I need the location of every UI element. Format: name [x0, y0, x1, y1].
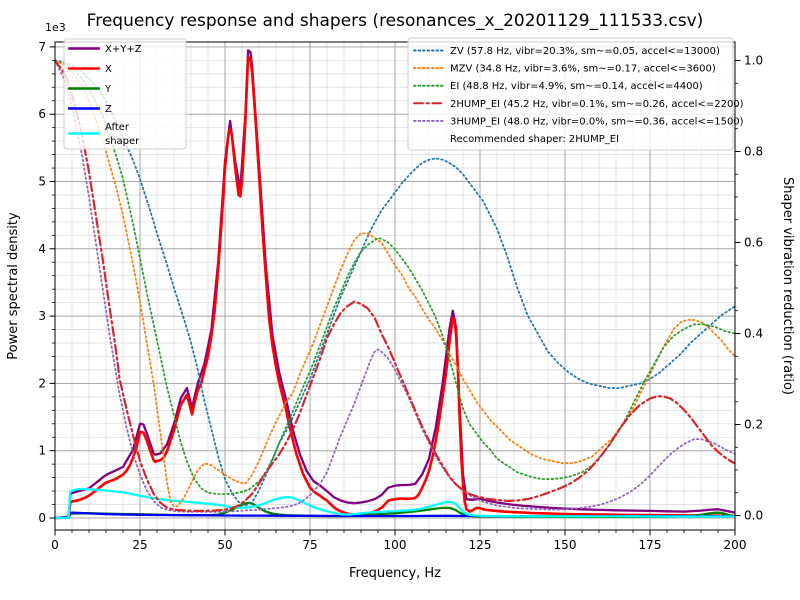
- legend-shapers-box: [407, 37, 734, 151]
- y-left-tick-label: 6: [38, 107, 46, 121]
- y-axis-label-left: Power spectral density: [6, 212, 21, 360]
- y-right-tick-label: 0.6: [744, 236, 763, 250]
- legend-recommended-note: Recommended shaper: 2HUMP_EI: [450, 134, 619, 145]
- legend-item-label-2hump_ei: 2HUMP_EI (45.2 Hz, vibr=0.1%, sm~=0.26, …: [450, 99, 744, 110]
- legend-item-label-xyz: X+Y+Z: [105, 44, 142, 55]
- x-tick-label: 150: [554, 538, 577, 552]
- legend-psd-box: [63, 38, 187, 150]
- x-tick-label: 175: [639, 538, 662, 552]
- series-line-ei: [55, 59, 735, 496]
- series-line-after_shaper: [55, 487, 735, 520]
- y-right-tick-label: 0.2: [744, 418, 763, 432]
- series-line-3hump_ei: [55, 59, 735, 513]
- x-tick-label: 75: [302, 538, 317, 552]
- y-right-tick-label: 1.0: [744, 54, 763, 68]
- x-tick-label: 200: [724, 538, 747, 552]
- legend-item-label-after_shaper: After: [105, 122, 130, 133]
- legend-item-label-after_shaper: shaper: [105, 136, 140, 147]
- x-axis-label: Frequency, Hz: [349, 566, 441, 581]
- legend-item-label-zv: ZV (57.8 Hz, vibr=20.3%, sm~=0.05, accel…: [450, 46, 720, 57]
- y-left-tick-label: 2: [38, 376, 46, 390]
- series-line-x: [55, 55, 735, 520]
- x-tick-label: 0: [51, 538, 59, 552]
- series-line-xyz: [55, 49, 735, 520]
- y-left-tick-label: 4: [38, 242, 46, 256]
- y-left-tick-label: 1: [38, 444, 46, 458]
- legend-item-label-mzv: MZV (34.8 Hz, vibr=3.6%, sm~=0.17, accel…: [450, 64, 716, 75]
- x-tick-label: 125: [469, 538, 492, 552]
- y-axis-offset-label: 1e3: [45, 21, 66, 34]
- y-left-tick-label: 3: [38, 309, 46, 323]
- chart-title: Frequency response and shapers (resonanc…: [87, 11, 704, 31]
- y-left-tick-label: 0: [38, 511, 46, 525]
- y-left-tick-label: 5: [38, 175, 46, 189]
- axes-layer: 0 25 50 75 100 125 150 175 200 0 1 2 3 4 5 6 7 0.0 0.2 0.4 0…: [38, 40, 763, 552]
- legend-psd: X+Y+Z XYZ After shaper: [63, 38, 187, 150]
- legend-item-label-3hump_ei: 3HUMP_EI (48.0 Hz, vibr=0.0%, sm~=0.36, …: [450, 116, 744, 127]
- y-right-tick-label: 0.8: [744, 145, 763, 159]
- y-left-tick-label: 7: [38, 40, 46, 54]
- legend-item-label-z: Z: [105, 104, 112, 115]
- legend-item-label-ei: EI (48.8 Hz, vibr=4.9%, sm~=0.14, accel<…: [450, 81, 703, 92]
- x-tick-label: 50: [217, 538, 232, 552]
- series-line-mzv: [55, 59, 735, 508]
- legend-item-label-y: Y: [104, 84, 112, 95]
- legend-shapers: ZV (57.8 Hz, vibr=20.3%, sm~=0.05, accel…: [407, 37, 744, 151]
- series-line-2hump_ei: [55, 59, 735, 512]
- y-axis-label-right: Shaper vibration reduction (ratio): [780, 177, 795, 395]
- series-line-zv: [55, 59, 735, 507]
- plot-series-layer: [55, 49, 735, 520]
- x-tick-label: 25: [132, 538, 147, 552]
- y-right-tick-label: 0.4: [744, 327, 763, 341]
- legend-item-label-x: X: [105, 64, 112, 75]
- x-tick-label: 100: [384, 538, 407, 552]
- y-right-tick-label: 0.0: [744, 509, 763, 523]
